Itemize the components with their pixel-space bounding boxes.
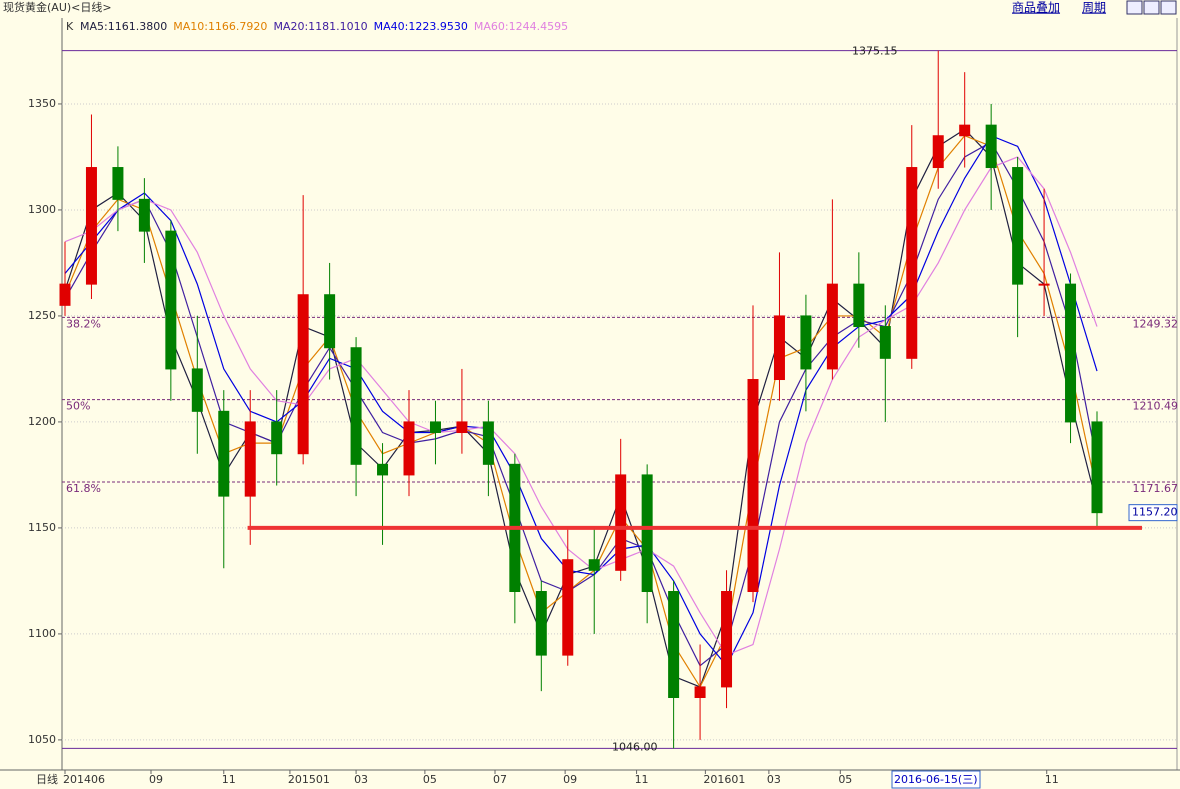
legend-entry: MA60:1244.4595 [474, 20, 568, 33]
last-price: 1157.20 [1132, 506, 1178, 519]
last-price-box [1128, 504, 1178, 522]
extreme-label: 1046.00 [612, 740, 658, 753]
fib-percent: 38.2% [66, 317, 101, 330]
candle-body [456, 421, 468, 434]
candle-body [800, 315, 812, 370]
candle-body [1038, 283, 1050, 286]
icon-right[interactable] [1143, 0, 1160, 15]
candle-body [429, 421, 441, 434]
candle-body [747, 379, 759, 593]
x-tick-label: 03 [354, 773, 368, 786]
candle-body [588, 559, 600, 571]
x-tick-label: 201501 [288, 773, 330, 786]
fib-price: 1171.67 [1133, 482, 1179, 495]
y-tick-label: 1050 [28, 733, 56, 746]
nav-icons[interactable] [1126, 0, 1177, 15]
x-tick-label: 09 [563, 773, 577, 786]
legend-entry: MA5:1161.3800 [80, 20, 167, 33]
legend-entry: MA40:1223.9530 [374, 20, 468, 33]
candle-body [906, 167, 918, 359]
candle-body [879, 326, 891, 359]
candle-body [59, 283, 71, 306]
candle-body [694, 686, 706, 699]
fib-price: 1210.49 [1133, 400, 1179, 413]
period-label: 日线 [36, 772, 58, 786]
candle-body [218, 410, 230, 497]
x-tick-label: 11 [222, 773, 236, 786]
ma-line [64, 128, 1098, 688]
cursor-date: 2016-06-15(三) [894, 773, 978, 786]
candle-body [1012, 167, 1024, 285]
window-title: 现货黄金(AU)<日线> [3, 0, 112, 14]
candle-body [138, 198, 150, 232]
candle-body [932, 135, 944, 169]
candle-body [1065, 283, 1077, 423]
x-tick-label: 09 [149, 773, 163, 786]
candle-body [191, 368, 203, 412]
x-tick-label: 07 [493, 773, 507, 786]
candle-body [668, 591, 680, 699]
y-tick-label: 1300 [28, 203, 56, 216]
candle-body [85, 167, 97, 285]
toolbar-button[interactable]: 商品叠加 [1012, 0, 1060, 15]
y-tick-label: 1100 [28, 627, 56, 640]
y-tick-label: 1350 [28, 97, 56, 110]
legend-entry: MA10:1166.7920 [173, 20, 267, 33]
icon-left[interactable] [1126, 0, 1143, 15]
candle-body [165, 230, 177, 370]
cursor-date-box [891, 770, 981, 789]
candle-body [112, 167, 124, 200]
x-tick-label: 05 [838, 773, 852, 786]
fib-percent: 50% [66, 400, 90, 413]
candle-body [826, 283, 838, 370]
y-tick-label: 1200 [28, 415, 56, 428]
candle-body [297, 294, 309, 455]
candle-body [853, 283, 865, 328]
icon-grid[interactable] [1160, 0, 1177, 15]
candle-body [403, 421, 415, 476]
candle-body [1091, 421, 1103, 514]
candle-body [773, 315, 785, 381]
ma-line [64, 141, 1098, 667]
candle-body [535, 591, 547, 656]
candle-body [271, 421, 283, 455]
candle-body [721, 591, 733, 688]
ma-line [64, 134, 1098, 667]
legend-entry: MA20:1181.1010 [273, 20, 367, 33]
candle-body [615, 474, 627, 571]
fib-percent: 61.8% [66, 482, 101, 495]
ma-line [64, 135, 1098, 689]
x-tick-label: 201601 [703, 773, 745, 786]
x-tick-label: 03 [767, 773, 781, 786]
candle-body [350, 347, 362, 465]
x-tick-label: 11 [635, 773, 649, 786]
ma-line [64, 156, 1098, 656]
candle-body [959, 124, 971, 137]
candle-body [641, 474, 653, 593]
x-tick-label: 201406 [63, 773, 105, 786]
x-tick-label: 11 [1045, 773, 1059, 786]
candle-body [244, 421, 256, 497]
candle-body [377, 463, 389, 476]
fib-price: 1249.32 [1133, 317, 1179, 330]
extreme-label: 1375.15 [852, 45, 898, 58]
toolbar-button[interactable]: 周期 [1082, 1, 1106, 15]
y-tick-label: 1150 [28, 521, 56, 534]
y-tick-label: 1250 [28, 309, 56, 322]
legend-title: K [66, 20, 74, 33]
candle-body [324, 294, 336, 349]
candle-body [562, 559, 574, 656]
candle-body [482, 421, 494, 465]
candle-body [985, 124, 997, 169]
x-tick-label: 05 [423, 773, 437, 786]
